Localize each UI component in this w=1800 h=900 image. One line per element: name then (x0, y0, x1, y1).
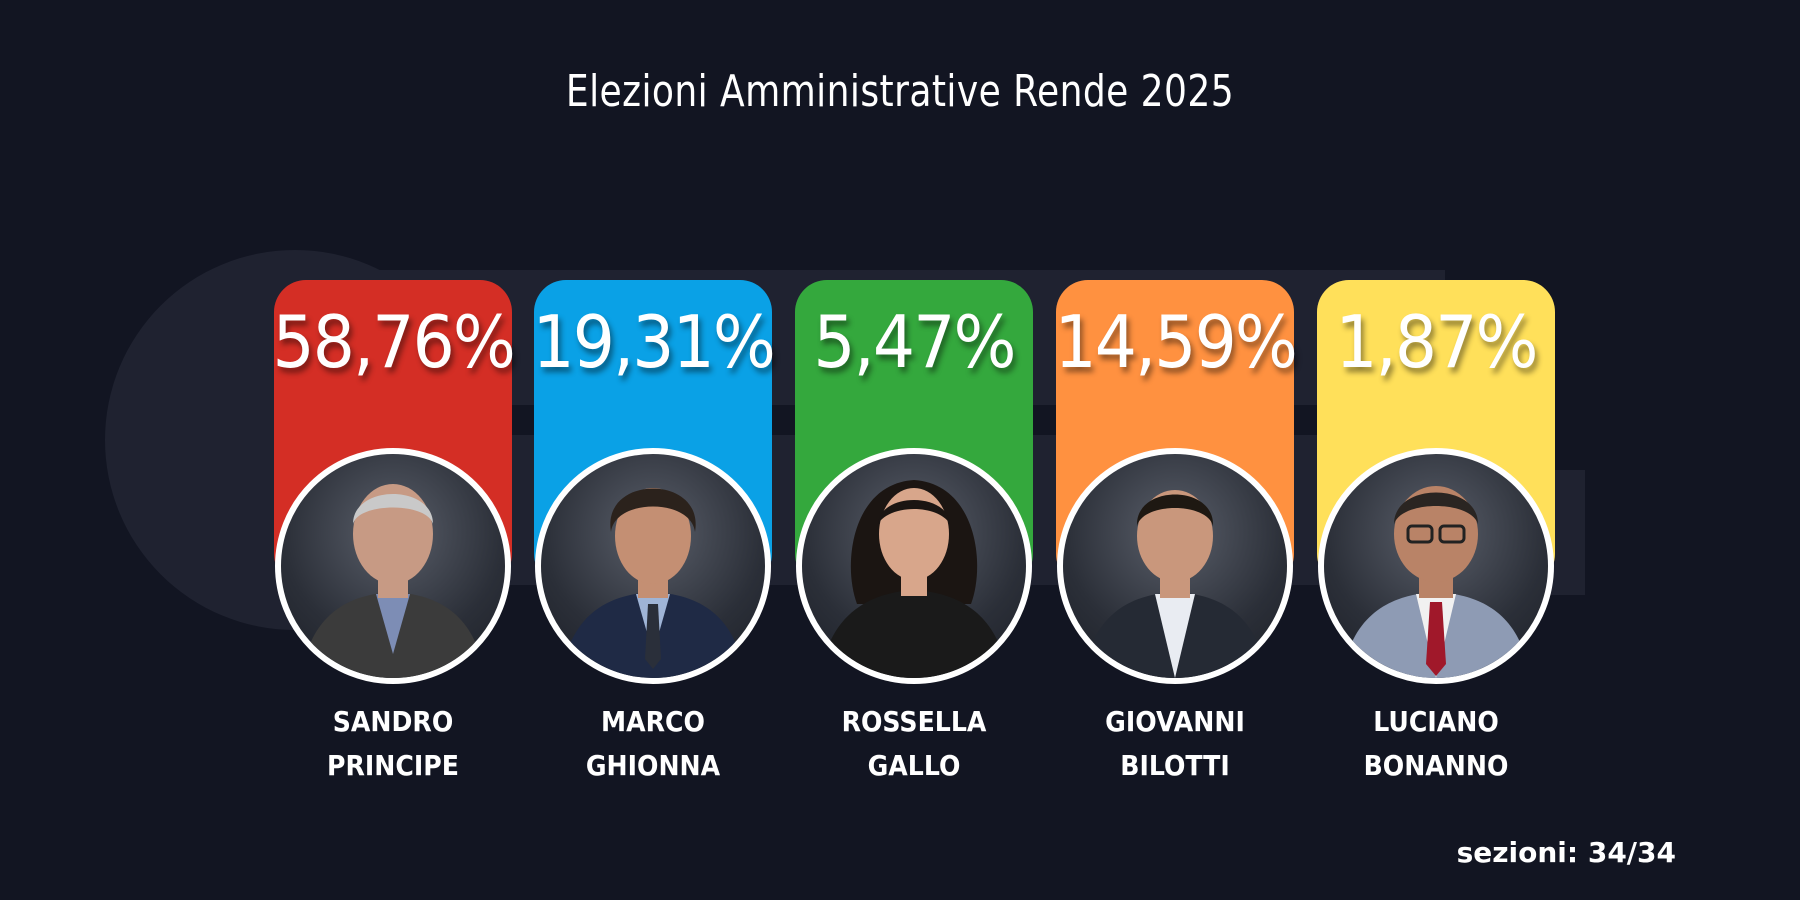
candidate-card: 1,87% (1317, 280, 1555, 684)
vote-percentage: 19,31% (532, 300, 775, 384)
candidate-card: 58,76% (272, 280, 516, 684)
vote-percentage: 5,47% (813, 300, 1016, 384)
candidate-photo (1318, 448, 1554, 684)
candidate-card: 5,47% (795, 280, 1033, 684)
candidate-card: 19,31% (532, 280, 776, 684)
candidate-last-name: PRINCIPE (327, 749, 459, 782)
candidate-photo (796, 448, 1032, 684)
candidate-name: ROSSELLA GALLO (807, 700, 1021, 788)
page-title: Elezioni Amministrative Rende 2025 (565, 66, 1235, 117)
candidate-name: MARCO GHIONNA (546, 700, 760, 788)
candidate-first-name: MARCO (601, 705, 705, 738)
candidate-photo (1057, 448, 1293, 684)
vote-percentage: 58,76% (272, 300, 515, 384)
candidate-last-name: GALLO (867, 749, 961, 782)
vote-percentage: 14,59% (1054, 300, 1297, 384)
candidate-last-name: BONANNO (1363, 749, 1509, 782)
candidate-name: GIOVANNI BILOTTI (1068, 700, 1282, 788)
candidate-name: SANDRO PRINCIPE (286, 700, 500, 788)
candidate-photo (275, 448, 511, 684)
candidate-last-name: BILOTTI (1120, 749, 1230, 782)
candidate-first-name: SANDRO (332, 705, 454, 738)
candidate-name: LUCIANO BONANNO (1329, 700, 1543, 788)
candidate-first-name: GIOVANNI (1105, 705, 1245, 738)
vote-percentage: 1,87% (1335, 300, 1538, 384)
candidate-photo (535, 448, 771, 684)
candidate-first-name: LUCIANO (1373, 705, 1499, 738)
candidate-card: 14,59% (1054, 280, 1298, 684)
sections-counter: sezioni: 34/34 (1456, 836, 1676, 869)
candidate-first-name: ROSSELLA (841, 705, 987, 738)
candidate-last-name: GHIONNA (585, 749, 721, 782)
